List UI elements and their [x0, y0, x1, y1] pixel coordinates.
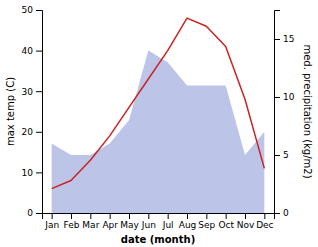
axis-line	[43, 214, 275, 220]
tick-mark	[36, 172, 42, 173]
tick: Aug	[179, 213, 197, 230]
tick: May	[120, 213, 139, 230]
tick-label: 5	[283, 150, 289, 160]
tick-mark	[36, 91, 42, 92]
tick: 20	[22, 127, 42, 137]
tick: Sep	[198, 213, 215, 230]
chart: Jan FebMarAprMayJun Jul AugSepOctNovDec 0 10 2…	[0, 0, 318, 247]
tick-mark	[168, 213, 169, 219]
tick-mark	[36, 132, 42, 133]
tick-label: Mar	[82, 220, 99, 230]
tick-mark	[187, 213, 188, 219]
tick: Jun	[141, 213, 156, 230]
tick-label: 40	[22, 46, 34, 56]
tick: 5	[274, 150, 289, 160]
plot-root: Jan FebMarAprMayJun Jul AugSepOctNovDec 0 10 2…	[5, 5, 313, 245]
tick-label: Feb	[64, 220, 80, 230]
tick: Dec	[256, 213, 273, 230]
tick: Jan	[44, 213, 59, 230]
tick-mark	[129, 213, 130, 219]
tick-mark	[36, 213, 42, 214]
tick-label: 10	[283, 92, 295, 102]
tick-label: 10	[22, 168, 34, 178]
line	[52, 18, 265, 189]
tick: Jul	[162, 213, 174, 230]
tick-mark	[36, 10, 42, 11]
tick: 30	[22, 87, 42, 97]
tick-mark	[264, 213, 265, 219]
tick-label: 15	[283, 34, 294, 44]
tick: Mar	[82, 213, 99, 230]
axis-line	[275, 11, 281, 214]
tick: Nov	[237, 213, 255, 230]
tick: 0	[27, 208, 42, 218]
tick-mark	[71, 213, 72, 219]
tick-label: May	[120, 220, 139, 230]
tick: Apr	[102, 213, 118, 230]
tick-label: 0	[283, 208, 289, 218]
tick-label: Jul	[162, 220, 174, 230]
tick: 10	[22, 168, 42, 178]
tick-label: Jan	[44, 220, 59, 230]
tick-label: Sep	[198, 220, 215, 230]
tick: 0	[274, 208, 289, 218]
chart-container: Jan FebMarAprMayJun Jul AugSepOctNovDec 0 10 2…	[0, 0, 318, 247]
tick-mark	[226, 213, 227, 219]
tick-mark	[274, 97, 280, 98]
tick-mark	[36, 51, 42, 52]
tick-mark	[90, 213, 91, 219]
plot-area	[52, 18, 265, 213]
x-axis: Jan FebMarAprMayJun Jul AugSepOctNovDec	[43, 213, 275, 230]
area	[52, 51, 265, 213]
tick-label: Apr	[102, 220, 118, 230]
tick-label: Oct	[218, 220, 234, 230]
tick-mark	[245, 213, 246, 219]
tick-label: 0	[27, 208, 33, 218]
axis-line	[36, 11, 43, 214]
tick-mark	[274, 39, 280, 40]
tick-mark	[148, 213, 149, 219]
y2-axis: 0 5 10 15	[274, 11, 295, 219]
tick: 50	[22, 5, 42, 15]
tick-mark	[110, 213, 111, 219]
x-axis-title: date (month)	[121, 234, 195, 245]
tick: 10	[274, 92, 295, 102]
tick-label: 50	[22, 5, 34, 15]
tick-mark	[274, 155, 280, 156]
y-axis-title: max temp (C)	[5, 77, 16, 146]
y-axis: 0 10 20 30 40 50	[22, 5, 43, 218]
tick-label: Dec	[256, 220, 273, 230]
tick-mark	[52, 213, 53, 219]
tick-label: 30	[22, 87, 34, 97]
tick: 40	[22, 46, 42, 56]
tick: 15	[274, 34, 294, 44]
y2-axis-title: med. precipitation (kg/m2)	[302, 44, 313, 178]
tick-mark	[274, 213, 280, 214]
tick-label: 20	[22, 127, 34, 137]
tick-mark	[206, 213, 207, 219]
tick-label: Nov	[237, 220, 255, 230]
tick: Feb	[64, 213, 80, 230]
tick-label: Aug	[179, 220, 197, 230]
tick: Oct	[218, 213, 234, 230]
tick-label: Jun	[141, 220, 156, 230]
